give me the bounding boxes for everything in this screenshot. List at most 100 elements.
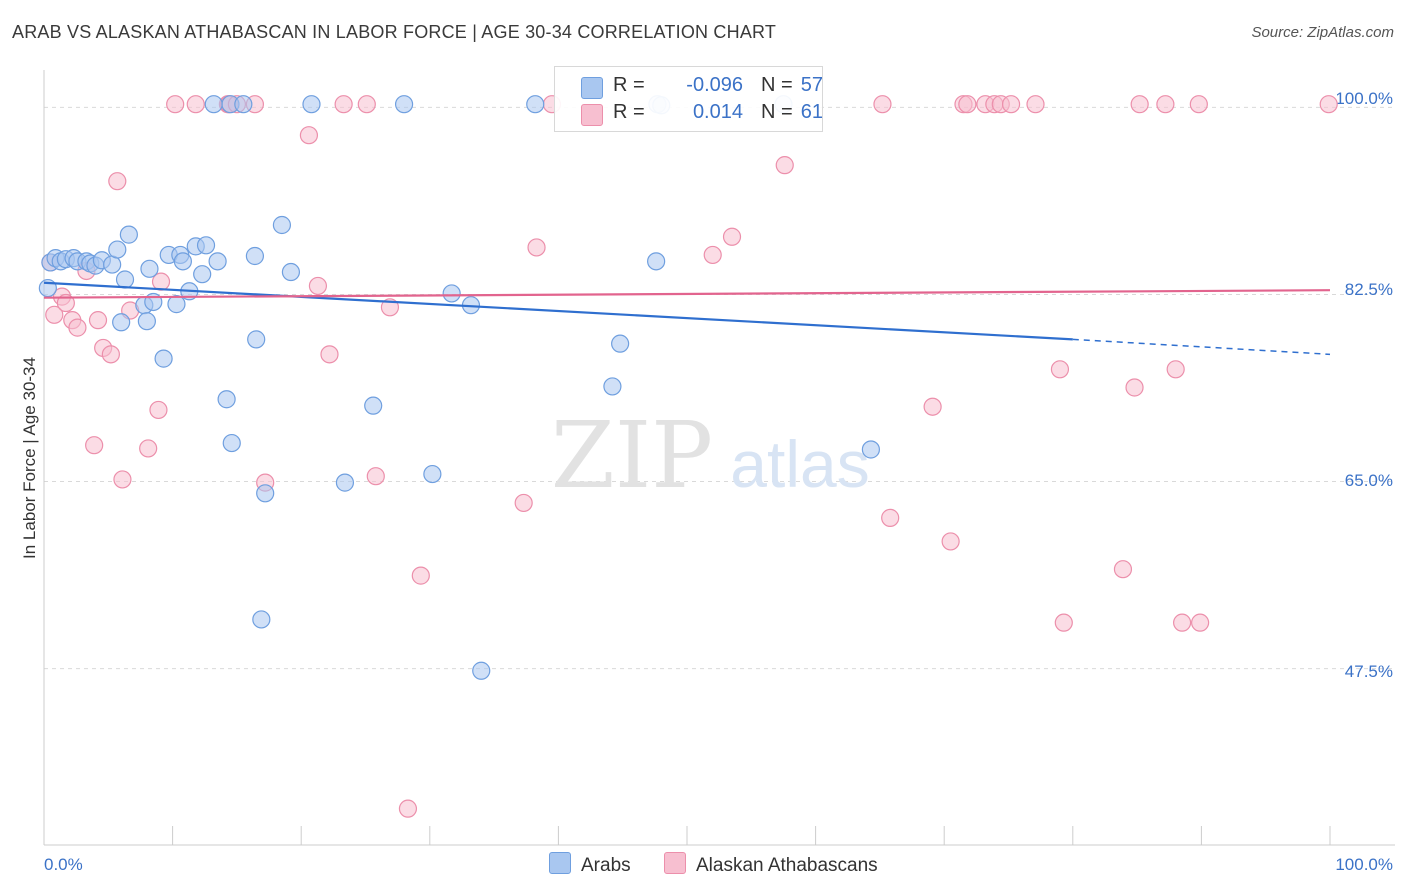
arab-point <box>611 334 630 353</box>
arab-point <box>234 95 253 114</box>
athabascan-point <box>85 436 104 455</box>
arab-point <box>526 95 545 114</box>
athabascan-point <box>308 276 328 296</box>
athabascan-point <box>703 245 722 265</box>
arab-point <box>208 252 227 271</box>
arab-point <box>603 377 622 396</box>
arabs-swatch <box>549 852 571 874</box>
athabascan-point <box>1026 95 1045 114</box>
arab-point <box>394 95 414 114</box>
athabascans-trend-line <box>43 289 1331 299</box>
x-tick-labels: 0.0% 100.0% <box>44 855 1393 874</box>
y-tick-label: 82.5% <box>1345 280 1393 299</box>
athabascan-point <box>1191 613 1210 632</box>
athabascan-point <box>873 95 892 114</box>
athabascan-point <box>357 95 376 114</box>
athabascan-point <box>1050 360 1070 379</box>
athabascan-point <box>1113 560 1133 579</box>
legend-r-value: -0.096 <box>686 74 743 96</box>
arabs-swatch <box>581 77 603 99</box>
arab-point <box>204 95 223 114</box>
athabascan-point <box>1130 95 1149 114</box>
athabascan-point <box>299 126 319 145</box>
y-tick-label: 65.0% <box>1345 471 1393 490</box>
athabascan-point <box>1173 613 1192 632</box>
athabascan-point <box>166 95 185 114</box>
athabascan-point <box>514 493 533 513</box>
legend-n-label: N = <box>761 101 793 123</box>
arab-point <box>193 265 212 284</box>
trend-lines <box>43 281 1331 356</box>
athabascan-point <box>1156 95 1175 114</box>
bottom-legend-athabascans: Alaskan Athabascans <box>664 852 878 877</box>
arab-point <box>222 433 241 453</box>
arab-point <box>861 440 880 459</box>
arab-point <box>173 252 192 271</box>
arab-point <box>281 262 301 282</box>
athabascan-point <box>108 172 127 191</box>
arab-point <box>302 95 321 114</box>
athabascan-point <box>56 293 75 313</box>
athabascan-point <box>334 95 353 114</box>
arab-point <box>364 396 383 415</box>
axes <box>43 70 1395 846</box>
arab-point <box>112 313 131 332</box>
legend-n-value: 61 <box>800 101 823 123</box>
watermark-zip: ZIP <box>551 402 713 509</box>
athabascans-swatch <box>581 104 603 126</box>
arab-point <box>335 473 355 492</box>
y-tick-label: 100.0% <box>1335 89 1393 108</box>
chart-title: ARAB VS ALASKAN ATHABASCAN IN LABOR FORC… <box>12 22 777 42</box>
athabascan-point <box>958 95 977 114</box>
arab-point <box>423 464 442 484</box>
athabascan-point <box>88 311 108 330</box>
arab-point <box>115 270 135 289</box>
legend-n-value: 57 <box>800 74 823 96</box>
arab-point <box>272 215 292 235</box>
arabs-trend-line <box>43 281 1073 341</box>
legend-r-label: R = <box>613 74 645 96</box>
arab-point <box>647 252 666 271</box>
arab-point <box>140 259 159 278</box>
athabascan-point <box>186 95 205 114</box>
x-ticks <box>172 826 1331 845</box>
legend-r-label: R = <box>613 101 645 123</box>
legend-box: R = -0.096 N = 57 R = 0.014 N = 61 <box>554 66 823 132</box>
watermark-atlas: atlas <box>730 427 869 501</box>
athabascan-point <box>941 532 960 551</box>
watermark: ZIP atlas <box>551 402 870 509</box>
arab-point <box>252 610 271 629</box>
arabs-trend-extension <box>1072 338 1331 356</box>
athabascan-point <box>923 397 942 416</box>
arab-points <box>38 95 880 680</box>
arab-point <box>167 295 186 314</box>
arab-point <box>154 349 173 368</box>
athabascan-point <box>527 238 546 257</box>
athabascan-point <box>1319 95 1338 114</box>
athabascan-point <box>101 345 120 364</box>
bottom-legend-label: Arabs <box>581 855 631 876</box>
athabascan-point <box>113 470 132 489</box>
athabascan-point <box>1125 378 1144 397</box>
athabascan-point <box>68 318 87 337</box>
arab-point <box>108 240 127 259</box>
source-label: Source: ZipAtlas.com <box>1251 24 1394 41</box>
athabascan-point <box>1189 95 1208 114</box>
y-tick-labels: 100.0% 82.5% 65.0% 47.5% <box>1335 89 1393 681</box>
arab-point <box>119 225 138 244</box>
x-tick-label-left: 0.0% <box>44 855 83 874</box>
arab-point <box>196 236 216 255</box>
gridlines <box>44 106 1395 670</box>
athabascan-point <box>45 305 64 324</box>
y-tick-label: 47.5% <box>1345 662 1393 681</box>
athabascans-swatch <box>664 852 686 874</box>
arab-point <box>137 312 156 331</box>
legend-r-value: 0.014 <box>692 101 743 123</box>
bottom-legend-label: Alaskan Athabascans <box>696 855 878 876</box>
bottom-legend-arabs: Arabs <box>549 852 631 877</box>
arab-point <box>245 246 265 266</box>
arab-point <box>442 284 461 303</box>
athabascan-point <box>149 400 168 420</box>
x-tick-label-right: 100.0% <box>1335 855 1393 874</box>
